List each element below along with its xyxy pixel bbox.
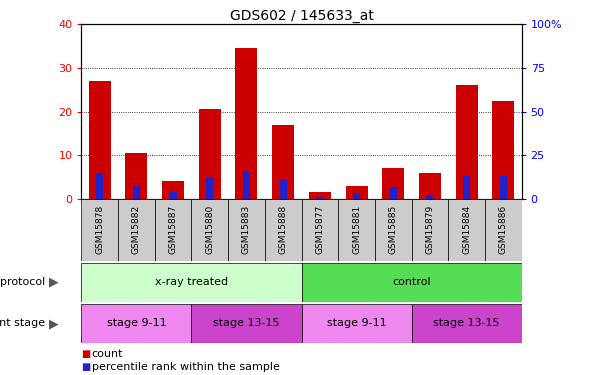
Text: protocol: protocol (0, 277, 45, 287)
Bar (353, 193, 360, 199)
Text: GSM15882: GSM15882 (132, 205, 141, 254)
Text: control: control (392, 277, 431, 287)
Bar (375, 199, 411, 261)
Text: GSM15884: GSM15884 (462, 205, 471, 254)
Text: GSM15880: GSM15880 (205, 205, 214, 254)
Text: ▶: ▶ (49, 276, 59, 289)
Bar (265, 199, 302, 261)
Bar (155, 199, 192, 261)
Text: GSM15885: GSM15885 (389, 205, 398, 254)
Bar (302, 304, 411, 343)
Bar (448, 199, 485, 261)
Bar (243, 171, 250, 199)
Bar (118, 199, 155, 261)
Bar (133, 186, 140, 199)
Text: GSM15883: GSM15883 (242, 205, 251, 254)
Bar (492, 100, 514, 199)
Bar (485, 199, 522, 261)
Text: ▶: ▶ (49, 317, 59, 330)
Bar (125, 153, 148, 199)
Text: GSM15879: GSM15879 (425, 205, 434, 254)
Text: GSM15878: GSM15878 (95, 205, 104, 254)
Bar (302, 199, 338, 261)
Bar (426, 195, 434, 199)
Bar (236, 48, 257, 199)
Text: GSM15886: GSM15886 (499, 205, 508, 254)
Text: stage 13-15: stage 13-15 (434, 318, 500, 328)
Bar (419, 172, 441, 199)
Text: GDS602 / 145633_at: GDS602 / 145633_at (230, 9, 373, 23)
Bar (317, 197, 323, 199)
Bar (411, 304, 522, 343)
Bar (382, 168, 404, 199)
Text: GSM15881: GSM15881 (352, 205, 361, 254)
Text: GSM15888: GSM15888 (279, 205, 288, 254)
Text: stage 9-11: stage 9-11 (327, 318, 387, 328)
Bar (96, 174, 103, 199)
Text: stage 9-11: stage 9-11 (107, 318, 166, 328)
Bar (280, 179, 286, 199)
Text: stage 13-15: stage 13-15 (213, 318, 280, 328)
Bar (346, 186, 368, 199)
Bar (206, 178, 213, 199)
Bar (456, 86, 478, 199)
Text: GSM15887: GSM15887 (169, 205, 178, 254)
Bar (338, 199, 375, 261)
Bar (169, 192, 177, 199)
Bar (272, 124, 294, 199)
Bar (89, 81, 111, 199)
Bar (199, 110, 221, 199)
Bar (390, 188, 397, 199)
Text: x-ray treated: x-ray treated (155, 277, 228, 287)
Text: development stage: development stage (0, 318, 45, 328)
Text: ■: ■ (81, 362, 90, 372)
Text: percentile rank within the sample: percentile rank within the sample (92, 362, 280, 372)
Bar (81, 304, 192, 343)
Bar (192, 304, 302, 343)
Bar (411, 199, 448, 261)
Bar (192, 199, 228, 261)
Text: count: count (92, 350, 123, 359)
Bar (81, 262, 302, 302)
Bar (302, 262, 522, 302)
Bar (81, 199, 118, 261)
Bar (463, 176, 470, 199)
Bar (500, 176, 507, 199)
Text: GSM15877: GSM15877 (315, 205, 324, 254)
Bar (309, 192, 331, 199)
Text: ■: ■ (81, 350, 90, 359)
Bar (228, 199, 265, 261)
Bar (162, 182, 184, 199)
